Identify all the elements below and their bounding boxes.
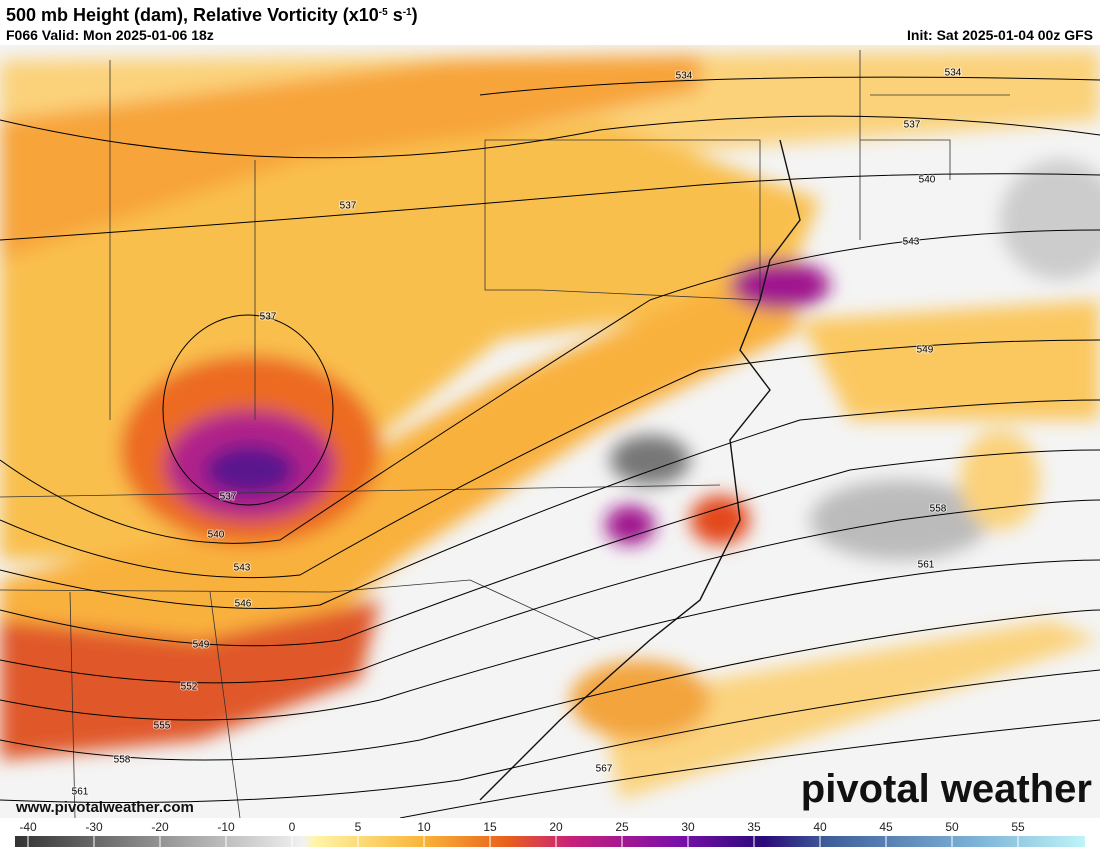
map: 534 534 537 537 537 537 540 540 543 543 … bbox=[0, 45, 1100, 818]
contour-label: 543 bbox=[234, 563, 251, 574]
brand-watermark: pivotal weather bbox=[801, 767, 1092, 811]
colorbar-tick-label: 20 bbox=[549, 820, 563, 834]
colorbar bbox=[15, 836, 1085, 847]
colorbar-tick-label: 25 bbox=[615, 820, 629, 834]
contour-label: 549 bbox=[193, 640, 210, 651]
contour-label: 534 bbox=[676, 71, 693, 82]
height-contours bbox=[0, 76, 1100, 818]
contour-label: 537 bbox=[220, 492, 237, 503]
title: 500 mb Height (dam), Relative Vorticity … bbox=[6, 5, 418, 25]
init-time: Init: Sat 2025-01-04 00z GFS bbox=[907, 27, 1093, 43]
valid-time: F066 Valid: Mon 2025-01-06 18z bbox=[6, 27, 214, 43]
contour-labels: 534 534 537 537 537 537 540 540 543 543 … bbox=[71, 67, 963, 799]
colorbar-tick-label: 55 bbox=[1011, 820, 1025, 834]
title-text: ) bbox=[412, 5, 418, 25]
colorbar-tick-label: 0 bbox=[289, 820, 296, 834]
contour-label: 558 bbox=[114, 755, 131, 766]
colorbar-tick-label: 5 bbox=[355, 820, 362, 834]
borders bbox=[0, 50, 1010, 818]
colorbar-tick-label: 35 bbox=[747, 820, 761, 834]
contour-label: 543 bbox=[903, 237, 920, 248]
colorbar-tick-label: 40 bbox=[813, 820, 827, 834]
colorbar-tick-label: -30 bbox=[85, 820, 103, 834]
colorbar-tick-label: -20 bbox=[151, 820, 169, 834]
colorbar-tick-label: 10 bbox=[417, 820, 431, 834]
title-exponent: -1 bbox=[403, 7, 412, 18]
contour-label: 537 bbox=[340, 201, 357, 212]
title-text: s bbox=[388, 5, 403, 25]
contour-label: 552 bbox=[181, 682, 198, 693]
colorbar-tick-label: 15 bbox=[483, 820, 497, 834]
title-exponent: -5 bbox=[379, 7, 388, 18]
contour-label: 540 bbox=[919, 175, 936, 186]
contour-label: 534 bbox=[945, 68, 962, 79]
colorbar-tick-label: 45 bbox=[879, 820, 893, 834]
contour-label: 540 bbox=[208, 530, 225, 541]
colorbar-tick-label: -40 bbox=[19, 820, 37, 834]
title-text: 500 mb Height (dam), Relative Vorticity … bbox=[6, 5, 379, 25]
contour-label: 549 bbox=[917, 345, 934, 356]
contour-label: 537 bbox=[260, 312, 277, 323]
colorbar-tick-label: -10 bbox=[217, 820, 235, 834]
contour-label: 558 bbox=[930, 504, 947, 515]
colorbar-tick-label: 50 bbox=[945, 820, 959, 834]
contour-label: 561 bbox=[918, 560, 935, 571]
colorbar-tick-label: 30 bbox=[681, 820, 695, 834]
contour-label: 546 bbox=[235, 599, 252, 610]
contour-label: 561 bbox=[72, 787, 89, 798]
contour-label: 537 bbox=[904, 120, 921, 131]
contour-label: 555 bbox=[154, 721, 171, 732]
website: www.pivotalweather.com bbox=[15, 799, 194, 816]
colorbar-ticks: -40 -30 -20 -10 0 5 10 15 20 25 30 35 40 45 50 55 bbox=[19, 820, 1025, 847]
contour-label: 567 bbox=[596, 764, 613, 775]
